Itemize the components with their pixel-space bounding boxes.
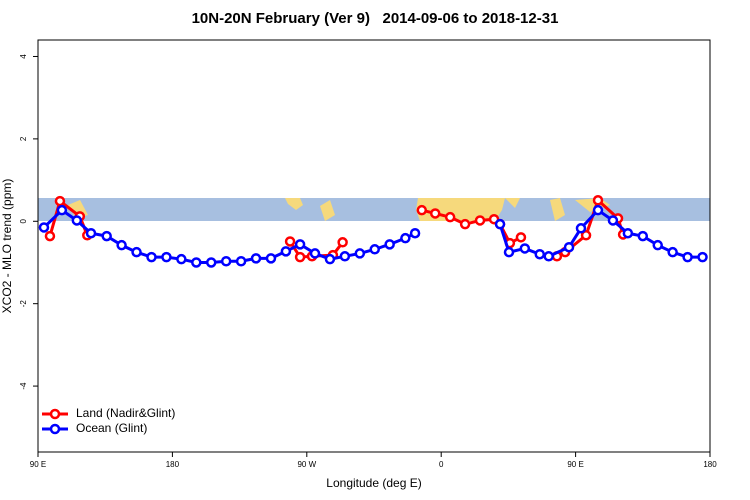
- data-point: [56, 204, 68, 216]
- x-axis-label: Longitude (deg E): [326, 476, 421, 490]
- data-point: [38, 222, 50, 233]
- legend-marker: [49, 423, 61, 435]
- x-tick-label: 90 E: [30, 460, 46, 469]
- y-tick-label: 4: [19, 54, 28, 59]
- data-point: [580, 230, 592, 241]
- y-tick-label: -2: [19, 300, 28, 308]
- data-point: [667, 246, 678, 258]
- data-point: [191, 257, 202, 268]
- x-tick-label: 90 W: [297, 460, 316, 469]
- y-tick-label: -4: [19, 382, 28, 390]
- data-point: [400, 232, 411, 244]
- data-point: [116, 239, 127, 251]
- x-tick-label: 180: [166, 460, 180, 469]
- data-point: [250, 253, 262, 264]
- legend-label: Land (Nadir&Glint): [76, 406, 175, 420]
- data-point: [416, 204, 428, 216]
- data-point: [324, 253, 336, 265]
- data-point: [563, 241, 575, 253]
- data-point: [474, 215, 486, 226]
- plot-frame: [37, 39, 711, 453]
- data-point: [85, 227, 97, 239]
- data-point: [515, 232, 527, 243]
- data-point: [354, 248, 366, 259]
- data-point: [607, 215, 619, 226]
- y-tick-label: 2: [19, 136, 28, 141]
- legend-marker: [49, 408, 61, 420]
- data-point: [637, 230, 649, 242]
- data-point: [384, 239, 395, 250]
- data-point: [54, 195, 66, 207]
- data-point: [697, 251, 708, 263]
- data-point: [459, 218, 471, 230]
- data-point: [71, 215, 83, 226]
- y-tick-label: 0: [19, 219, 28, 224]
- data-point: [294, 251, 306, 263]
- data-point: [339, 251, 351, 262]
- data-point: [503, 246, 515, 258]
- y-axis-label: XCO2 - MLO trend (ppm): [0, 179, 14, 314]
- data-point: [265, 253, 277, 264]
- data-point: [652, 239, 663, 251]
- data-point: [220, 255, 232, 267]
- data-point: [131, 246, 142, 258]
- chart-title: 10N-20N February (Ver 9) 2014-09-06 to 2…: [192, 10, 559, 27]
- data-point: [444, 211, 456, 223]
- data-point: [309, 248, 321, 259]
- data-point: [44, 230, 56, 242]
- data-point: [682, 251, 693, 263]
- data-point: [534, 248, 546, 260]
- data-point: [592, 204, 604, 216]
- legend-label: Ocean (Glint): [76, 421, 147, 435]
- data-point: [161, 251, 172, 263]
- data-point: [280, 246, 292, 257]
- x-tick-label: 180: [703, 460, 717, 469]
- data-point: [622, 227, 634, 239]
- data-point: [592, 195, 604, 206]
- data-point: [101, 230, 112, 242]
- x-tick-label: 90 E: [567, 460, 583, 469]
- data-point: [284, 236, 296, 247]
- data-point: [369, 244, 380, 255]
- data-point: [519, 243, 531, 254]
- data-point: [235, 255, 247, 267]
- data-point: [146, 251, 157, 263]
- data-point: [409, 227, 421, 239]
- data-point: [494, 218, 506, 230]
- x-tick-label: 0: [439, 460, 444, 469]
- data-point: [205, 257, 217, 268]
- data-point: [294, 239, 306, 250]
- data-point: [543, 251, 554, 262]
- data-point: [337, 237, 348, 248]
- data-point: [176, 253, 187, 265]
- data-point: [429, 208, 441, 219]
- data-point: [575, 223, 587, 234]
